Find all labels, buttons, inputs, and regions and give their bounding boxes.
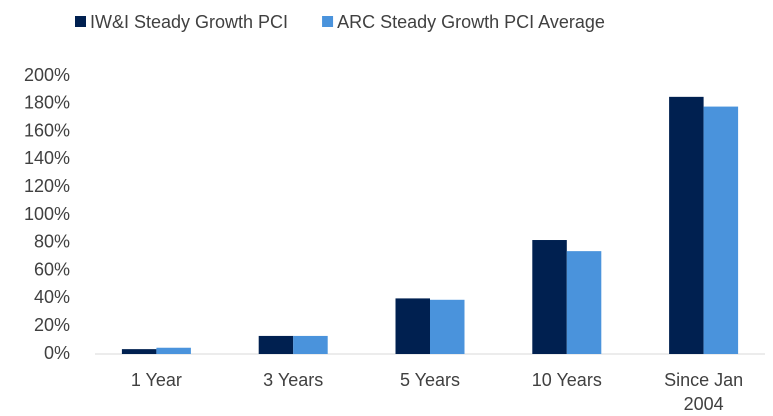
- bar: [293, 335, 328, 354]
- y-tick-label: 200%: [24, 65, 70, 85]
- bar: [566, 251, 602, 354]
- y-tick-label: 40%: [34, 287, 70, 307]
- y-tick-label: 0%: [44, 343, 70, 363]
- legend-swatch: [75, 16, 86, 27]
- y-tick-label: 120%: [24, 176, 70, 196]
- y-tick-label: 180%: [24, 93, 70, 113]
- x-tick-label: Since Jan 2004: [664, 370, 743, 414]
- bar: [532, 240, 567, 354]
- y-tick-label: 140%: [24, 148, 70, 168]
- bar: [156, 347, 191, 354]
- y-tick-label: 60%: [34, 259, 70, 279]
- x-tick-label: 10 Years: [532, 370, 602, 390]
- y-tick-label: 100%: [24, 204, 70, 224]
- x-tick-label: 3 Years: [263, 370, 323, 390]
- bar: [121, 349, 157, 354]
- legend-swatch: [322, 16, 334, 27]
- legend-label: IW&I Steady Growth PCI: [90, 12, 288, 32]
- x-tick-label: 1 Year: [131, 370, 182, 390]
- bar: [669, 96, 704, 354]
- bar: [395, 298, 430, 354]
- bar: [258, 335, 294, 354]
- y-tick-label: 160%: [24, 120, 70, 140]
- x-tick-label: 5 Years: [400, 370, 460, 390]
- bar: [430, 299, 465, 354]
- bar: [703, 106, 739, 354]
- legend-label: ARC Steady Growth PCI Average: [337, 12, 605, 32]
- y-tick-label: 80%: [34, 232, 70, 252]
- y-tick-label: 20%: [34, 315, 70, 335]
